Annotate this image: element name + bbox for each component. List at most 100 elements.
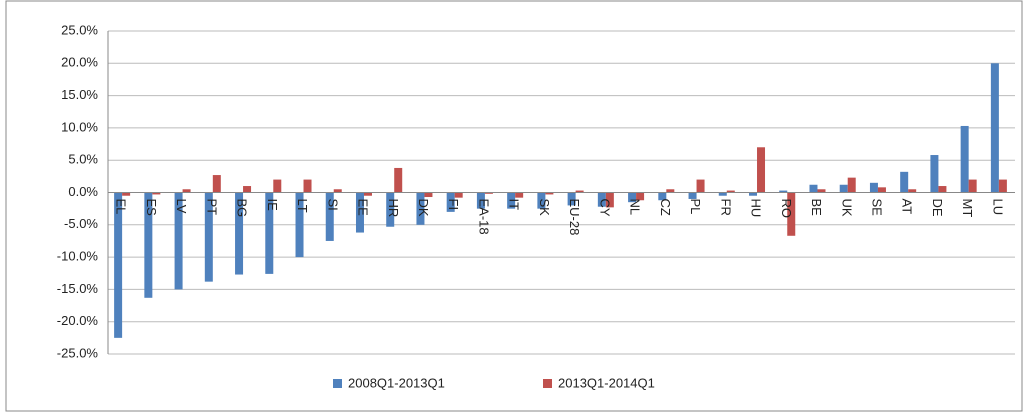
bar [998,179,1007,193]
bar [114,192,123,338]
bar [960,125,969,193]
bar [122,192,131,196]
bar [938,186,947,193]
y-tick-label: -20.0% [57,313,99,328]
bar [757,147,766,193]
bar [930,155,939,193]
bar [809,184,818,193]
bar [696,179,705,193]
bar [597,192,606,207]
bar [507,192,516,209]
bar [718,192,727,196]
legend-label: 2008Q1-2013Q1 [348,375,445,390]
bar [416,192,425,225]
bar [779,190,788,193]
bar [666,189,675,193]
y-tick-label: 5.0% [68,152,98,167]
x-tick-label: BG [235,199,250,218]
x-tick-label: SK [537,199,552,217]
bar [787,192,796,236]
bar [537,192,546,209]
bar [575,190,584,193]
x-tick-label: AT [900,199,915,215]
bar [394,167,403,193]
x-tick-label: ES [144,199,159,217]
bar [900,171,909,193]
bar [243,186,252,193]
x-tick-label: NL [628,199,643,216]
bar [908,189,917,193]
y-tick-label: -25.0% [57,345,99,360]
bar [476,192,485,209]
bar [877,187,886,193]
x-tick-label: FI [446,199,461,211]
bar [545,192,554,195]
x-tick-label: EE [356,199,371,217]
bar [628,192,637,203]
bar [144,192,153,298]
x-tick-label: HU [749,199,764,218]
x-tick-label: EU-28 [567,199,582,236]
bar [688,192,697,199]
bar [515,192,524,198]
x-tick-label: PT [204,199,219,216]
bar [446,192,455,212]
bar [333,189,342,193]
bar [212,175,221,193]
x-tick-label: DE [930,199,945,217]
bar [636,192,645,201]
bar [749,192,758,196]
bar [355,192,364,233]
bar [567,192,576,206]
x-tick-label: CY [597,199,612,217]
x-tick-label: MT [960,199,975,218]
x-tick-label: BE [809,199,824,217]
bar [847,177,856,193]
bar [484,192,493,194]
x-tick-label: PL [688,199,703,215]
bar [424,192,433,198]
bar [968,179,977,193]
x-tick-label: LT [295,199,310,213]
bar [605,192,614,208]
bar [174,192,183,290]
y-tick-label: -10.0% [57,249,99,264]
x-tick-label: LV [174,199,189,214]
bar [265,192,274,274]
x-tick-label: SE [870,199,885,217]
x-tick-label: IE [265,199,280,212]
x-tick-label: DK [416,199,431,217]
x-tick-label: UK [839,199,854,217]
bar [386,192,395,227]
bar [235,192,244,275]
x-tick-label: RO [779,199,794,219]
x-tick-label: EL [114,199,129,215]
bar [303,179,312,193]
x-tick-label: CZ [658,199,673,216]
y-tick-label: -15.0% [57,281,99,296]
bar [454,192,463,198]
y-tick-label: 25.0% [61,22,98,37]
legend-label: 2013Q1-2014Q1 [558,375,655,390]
y-tick-label: 20.0% [61,55,98,70]
x-tick-label: SI [325,199,340,211]
bar [839,184,848,193]
y-tick-label: 10.0% [61,119,98,134]
bar [658,192,667,201]
x-tick-label: EA-18 [476,199,491,235]
bar [182,189,191,193]
bar [204,192,213,282]
bar [325,192,334,241]
bar [152,192,161,195]
legend-swatch [543,379,552,388]
bar [726,190,735,193]
bar [990,63,999,193]
bar [817,189,826,193]
x-tick-label: FR [718,199,733,216]
legend-swatch [333,379,342,388]
bar [273,179,282,193]
bar [295,192,304,258]
y-tick-label: 15.0% [61,87,98,102]
y-tick-label: -5.0% [64,216,98,231]
y-tick-label: 0.0% [68,184,98,199]
